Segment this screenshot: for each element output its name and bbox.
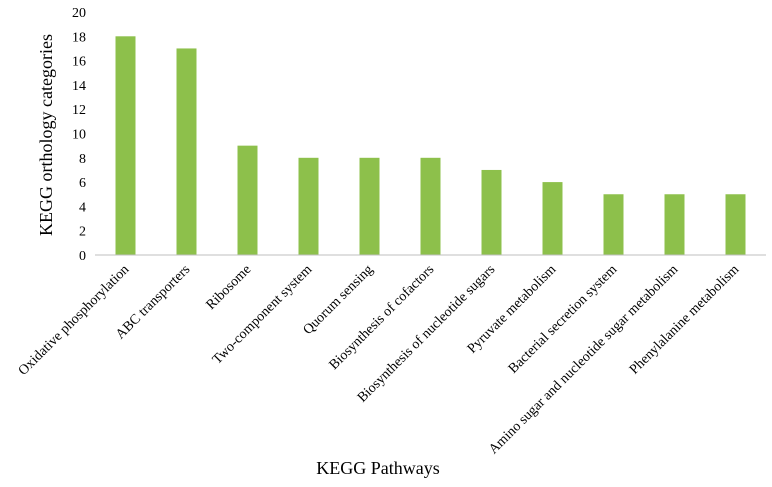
x-category-label: Biosynthesis of cofactors	[327, 262, 438, 373]
x-category-label: Oxidative phosphorylation	[16, 262, 132, 378]
x-category-label: Two-component system	[210, 262, 315, 367]
bar	[115, 36, 136, 255]
y-tick-label: 16	[72, 55, 86, 70]
bar	[603, 194, 624, 255]
bar	[359, 157, 380, 255]
y-tick-label: 20	[72, 6, 86, 21]
x-category-label: Bacterial secretion system	[506, 262, 621, 377]
y-tick-label: 0	[79, 249, 86, 264]
bar	[542, 182, 563, 255]
x-axis-title: KEGG Pathways	[316, 458, 440, 478]
bar	[481, 169, 502, 255]
y-tick-label: 14	[72, 79, 86, 94]
y-tick-label: 10	[72, 128, 86, 143]
y-axis-title: KEGG orthology categories	[36, 34, 56, 236]
x-category-label: Phenylalanine metabolism	[627, 262, 742, 377]
x-category-label: Ribosome	[204, 262, 255, 313]
bar	[176, 48, 197, 256]
y-tick-label: 8	[79, 152, 86, 167]
y-tick-label: 12	[72, 103, 86, 118]
bar	[298, 157, 319, 255]
y-tick-label: 4	[79, 200, 86, 215]
y-tick-label: 18	[72, 30, 86, 45]
bar	[237, 145, 258, 255]
bars	[115, 36, 746, 256]
y-tick-label: 2	[79, 225, 86, 240]
y-tick-label: 6	[79, 176, 86, 191]
bar	[420, 157, 441, 255]
y-axis-ticks: 0 2 4 6 8 10 12 14 16 18 20	[72, 6, 86, 264]
bar	[664, 194, 685, 255]
bar	[725, 194, 746, 255]
